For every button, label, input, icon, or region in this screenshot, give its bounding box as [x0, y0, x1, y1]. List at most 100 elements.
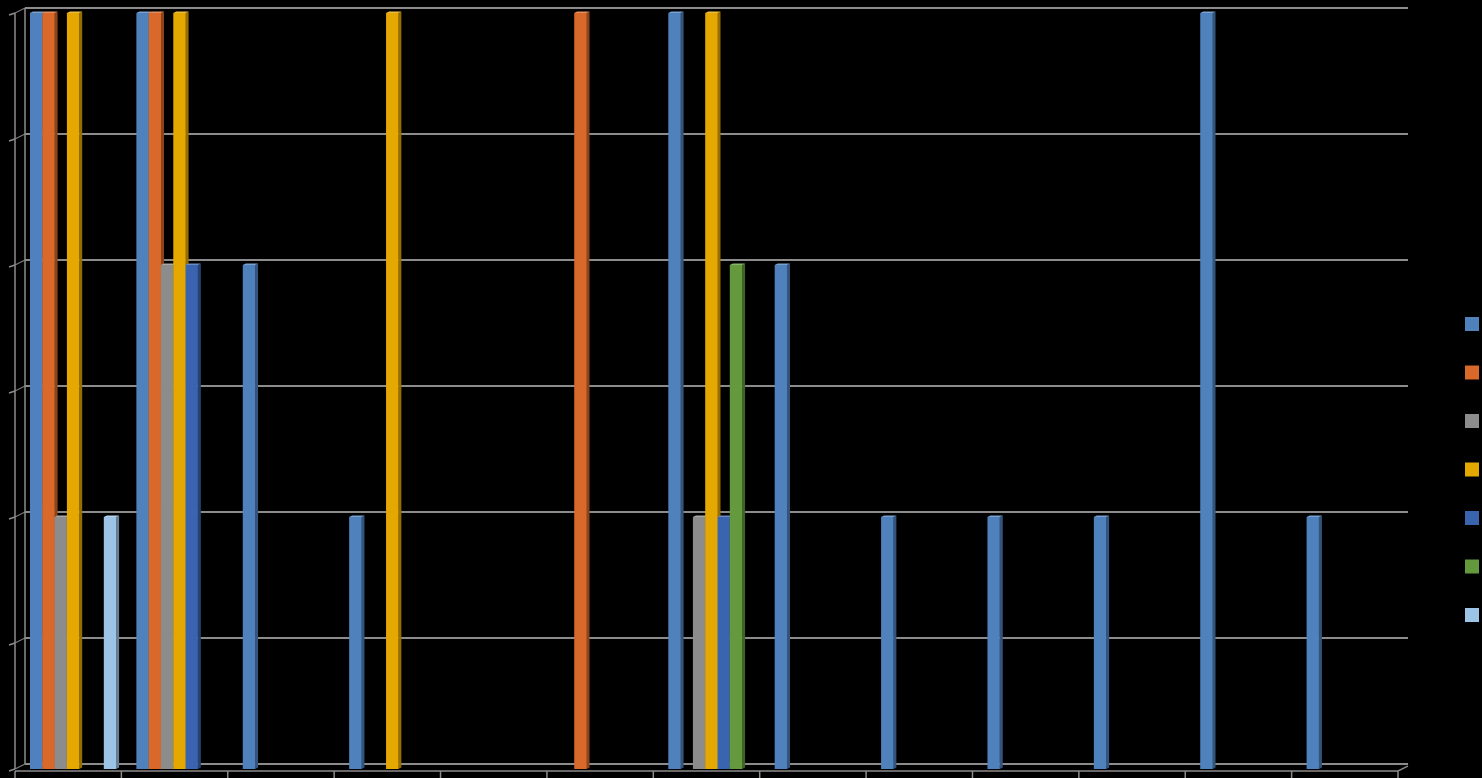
bar-side [361, 515, 365, 769]
bar-top [987, 515, 1003, 517]
bar-front [173, 13, 186, 769]
bar-top [66, 11, 83, 13]
bar-front [160, 265, 174, 769]
bar-side [79, 11, 83, 769]
bars [30, 11, 1322, 769]
bar-front [349, 517, 362, 769]
bar-top [1306, 515, 1322, 517]
bar-top [668, 11, 684, 13]
axes [8, 8, 1409, 778]
bar-front [1306, 517, 1319, 769]
bar-s0-c8 [881, 515, 897, 769]
bar-top [574, 11, 590, 13]
bar-s0-c12 [1306, 515, 1322, 769]
legend-key-6 [1465, 608, 1479, 622]
bar-top [173, 11, 189, 13]
gridline-depth-1 [14, 637, 26, 644]
bar-front [136, 13, 149, 769]
x-axis-depth-line [1397, 765, 1409, 772]
y-tick-4 [8, 264, 16, 268]
bar-front [717, 517, 730, 769]
bar-side [116, 515, 120, 769]
bar-top [705, 11, 721, 13]
bar-s0-c6 [668, 11, 684, 769]
bar-s6-c0 [103, 515, 120, 769]
bar-side [1106, 515, 1110, 769]
bar-front [103, 517, 117, 769]
legend-key-2 [1465, 414, 1479, 428]
bar-side [680, 11, 684, 769]
bar-s0-c11 [1200, 11, 1216, 769]
bar-front [66, 13, 80, 769]
bar-side [999, 515, 1003, 769]
bar-side [255, 263, 259, 769]
legend-key-0 [1465, 317, 1479, 331]
bar-side [197, 263, 201, 769]
bar-front [668, 13, 681, 769]
bar-top [692, 515, 709, 517]
bar-front [729, 265, 743, 769]
y-tick-3 [8, 390, 16, 394]
legend-key-4 [1465, 511, 1479, 525]
legend-key-1 [1465, 365, 1479, 380]
bar-side [1318, 515, 1322, 769]
bar-side [398, 11, 402, 769]
bar-top [42, 11, 58, 13]
bar-top [1093, 515, 1110, 517]
gridline-depth-5 [14, 133, 26, 140]
bar-top [54, 515, 70, 517]
y-tick-5 [8, 138, 16, 142]
bar-s1-c5 [574, 11, 590, 769]
bar-front [148, 13, 161, 769]
bar-top [729, 263, 746, 265]
bar-front [242, 265, 256, 769]
legend-key-5 [1465, 559, 1479, 574]
bar-s4-c1 [185, 263, 201, 769]
bar-top [148, 11, 164, 13]
bar-s0-c7 [774, 263, 790, 769]
bar-top [185, 263, 201, 265]
bar-s0-c10 [1093, 515, 1110, 769]
legend [1465, 317, 1479, 622]
bar-top [242, 263, 259, 265]
bar-front [1200, 13, 1213, 769]
bar-top [30, 11, 46, 13]
gridline-depth-0 [14, 763, 26, 770]
bar-front [54, 517, 67, 769]
bar-side [586, 11, 590, 769]
bar-s0-c9 [987, 515, 1003, 769]
bar-side [742, 263, 746, 769]
bar-s0-c2 [242, 263, 259, 769]
bar-top [717, 515, 733, 517]
bar-s0-c3 [349, 515, 365, 769]
bar-s3-c3 [386, 11, 402, 769]
bar-front [30, 13, 43, 769]
bar-s5-c6 [729, 263, 746, 769]
bar-front [574, 13, 587, 769]
bar-side [1212, 11, 1216, 769]
y-tick-1 [8, 642, 16, 646]
gridline-depth-6 [14, 7, 26, 14]
bar-top [774, 263, 790, 265]
gridline-depth-2 [14, 511, 26, 518]
bar-side [786, 263, 790, 769]
bar-front [774, 265, 787, 769]
bar-side [893, 515, 897, 769]
legend-key-3 [1465, 462, 1479, 477]
bar-front [692, 517, 706, 769]
gridline-depth-4 [14, 259, 26, 266]
bar-top [103, 515, 120, 517]
bar-front [185, 265, 198, 769]
bar-top [136, 11, 152, 13]
bar-front [42, 13, 55, 769]
bar-s3-c0 [66, 11, 83, 769]
bar-top [349, 515, 365, 517]
bar-front [987, 517, 1000, 769]
y-tick-0 [8, 768, 16, 772]
bar-top [1200, 11, 1216, 13]
gridline-depth-3 [14, 385, 26, 392]
y-tick-6 [8, 12, 16, 16]
bar-top [881, 515, 897, 517]
